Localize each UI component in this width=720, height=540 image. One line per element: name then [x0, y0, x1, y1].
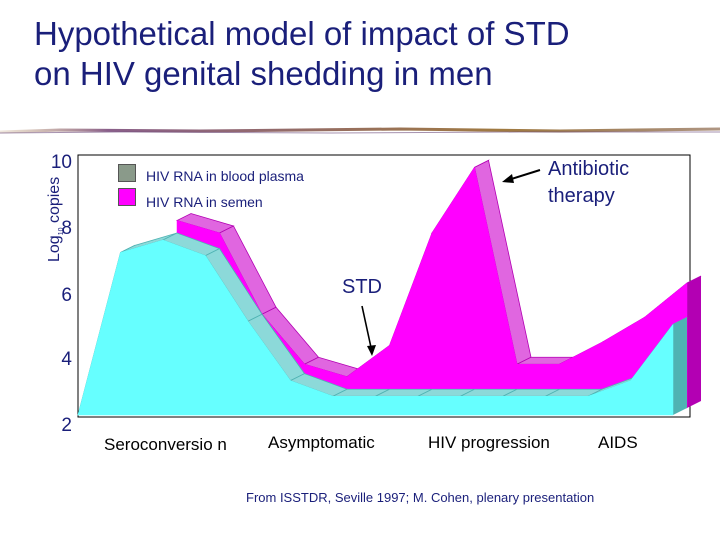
- y-tick-6: 6: [61, 285, 72, 306]
- phase-label-hiv-progression: HIV progression: [428, 433, 550, 452]
- std-arrow: [361, 305, 373, 353]
- antibiotic-therapy-label: Antibiotic therapy: [548, 156, 629, 210]
- antibiotic-line-1: Antibiotic: [548, 158, 630, 180]
- y-tick-10: 10: [50, 152, 72, 173]
- plasma-series-side-face: [673, 317, 687, 415]
- phase-label-seroconversion: Seroconversio n: [104, 435, 227, 454]
- antibiotic-arrow-head: [502, 174, 514, 183]
- legend-swatch-semen: [118, 188, 136, 206]
- title-divider: [0, 127, 720, 134]
- legend-label-plasma: HIV RNA in blood plasma: [146, 168, 304, 184]
- antibiotic-line-2: therapy: [548, 185, 615, 207]
- std-label: STD: [342, 276, 382, 298]
- std-arrow-head: [367, 345, 376, 356]
- title-line-1: Hypothetical model of impact of STD: [34, 15, 570, 52]
- source-citation: From ISSTDR, Seville 1997; M. Cohen, ple…: [246, 490, 595, 505]
- title-line-2: on HIV genital shedding in men: [34, 55, 493, 92]
- y-tick-4: 4: [61, 349, 72, 370]
- semen-series-side-face: [687, 276, 701, 408]
- y-tick-2: 2: [61, 415, 72, 436]
- semen-series-area: [176, 166, 688, 409]
- antibiotic-arrow: [507, 169, 541, 181]
- y-tick-8: 8: [61, 218, 72, 239]
- legend-label-semen: HIV RNA in semen: [146, 194, 263, 210]
- legend-swatch-plasma: [118, 164, 136, 182]
- slide-title: Hypothetical model of impact of STD on H…: [34, 14, 694, 94]
- phase-label-aids: AIDS: [598, 433, 638, 452]
- phase-label-asymptomatic: Asymptomatic: [268, 433, 375, 452]
